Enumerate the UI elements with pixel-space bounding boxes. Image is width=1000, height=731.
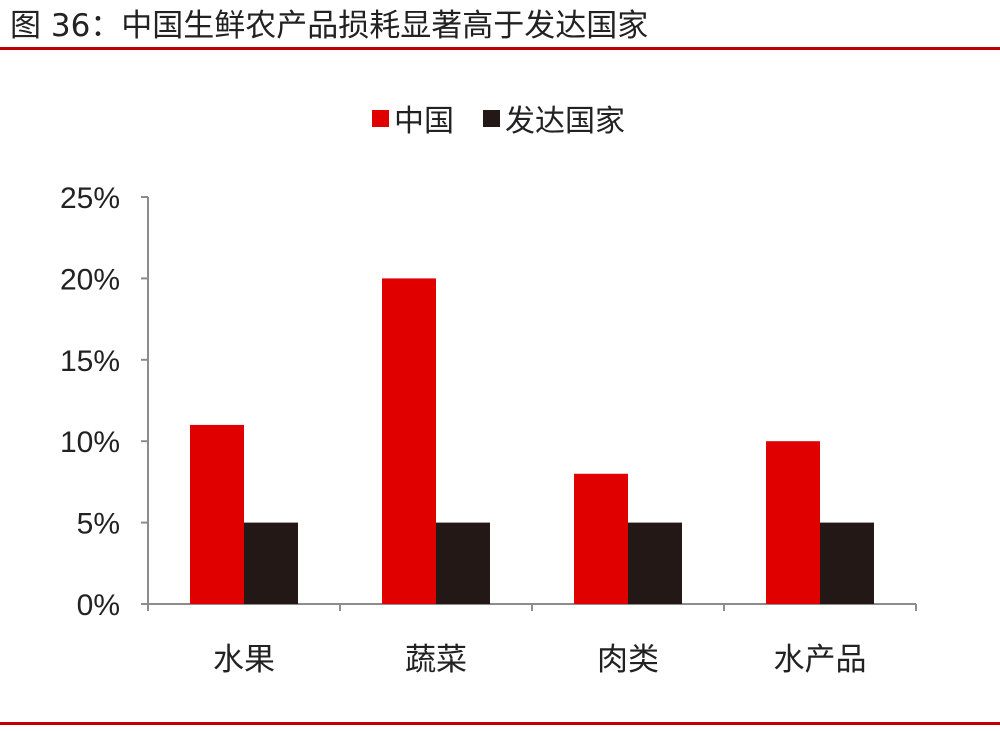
y-tick-label: 15% bbox=[60, 345, 120, 378]
y-tick-label: 5% bbox=[77, 508, 120, 541]
bar-developed-0 bbox=[244, 522, 298, 604]
y-tick-label: 10% bbox=[60, 426, 120, 459]
x-category-label: 水产品 bbox=[774, 642, 867, 678]
bar-developed-3 bbox=[820, 522, 874, 604]
bar-developed-2 bbox=[628, 522, 682, 604]
bar-china-1 bbox=[382, 278, 436, 604]
bar-china-0 bbox=[190, 424, 244, 604]
bar-china-3 bbox=[766, 441, 820, 604]
bottom-rule bbox=[0, 722, 1000, 725]
legend-swatch-china bbox=[372, 110, 389, 127]
legend-swatch-developed bbox=[483, 110, 500, 127]
y-tick-label: 0% bbox=[77, 589, 120, 622]
x-category-label: 水果 bbox=[213, 642, 275, 678]
x-category-label: 肉类 bbox=[597, 642, 659, 678]
x-category-label: 蔬菜 bbox=[405, 642, 467, 678]
chart-bars bbox=[190, 278, 874, 604]
legend-label-developed: 发达国家 bbox=[505, 104, 625, 139]
y-tick-label: 25% bbox=[60, 182, 120, 215]
y-tick-label: 20% bbox=[60, 263, 120, 296]
legend-label-china: 中国 bbox=[394, 104, 454, 139]
title-rule bbox=[0, 47, 1000, 50]
bar-developed-1 bbox=[436, 522, 490, 604]
chart-legend: 中国 发达国家 bbox=[372, 104, 625, 139]
bar-china-2 bbox=[574, 473, 628, 604]
figure-title: 图 36：中国生鲜农产品损耗显著高于发达国家 bbox=[10, 8, 649, 44]
